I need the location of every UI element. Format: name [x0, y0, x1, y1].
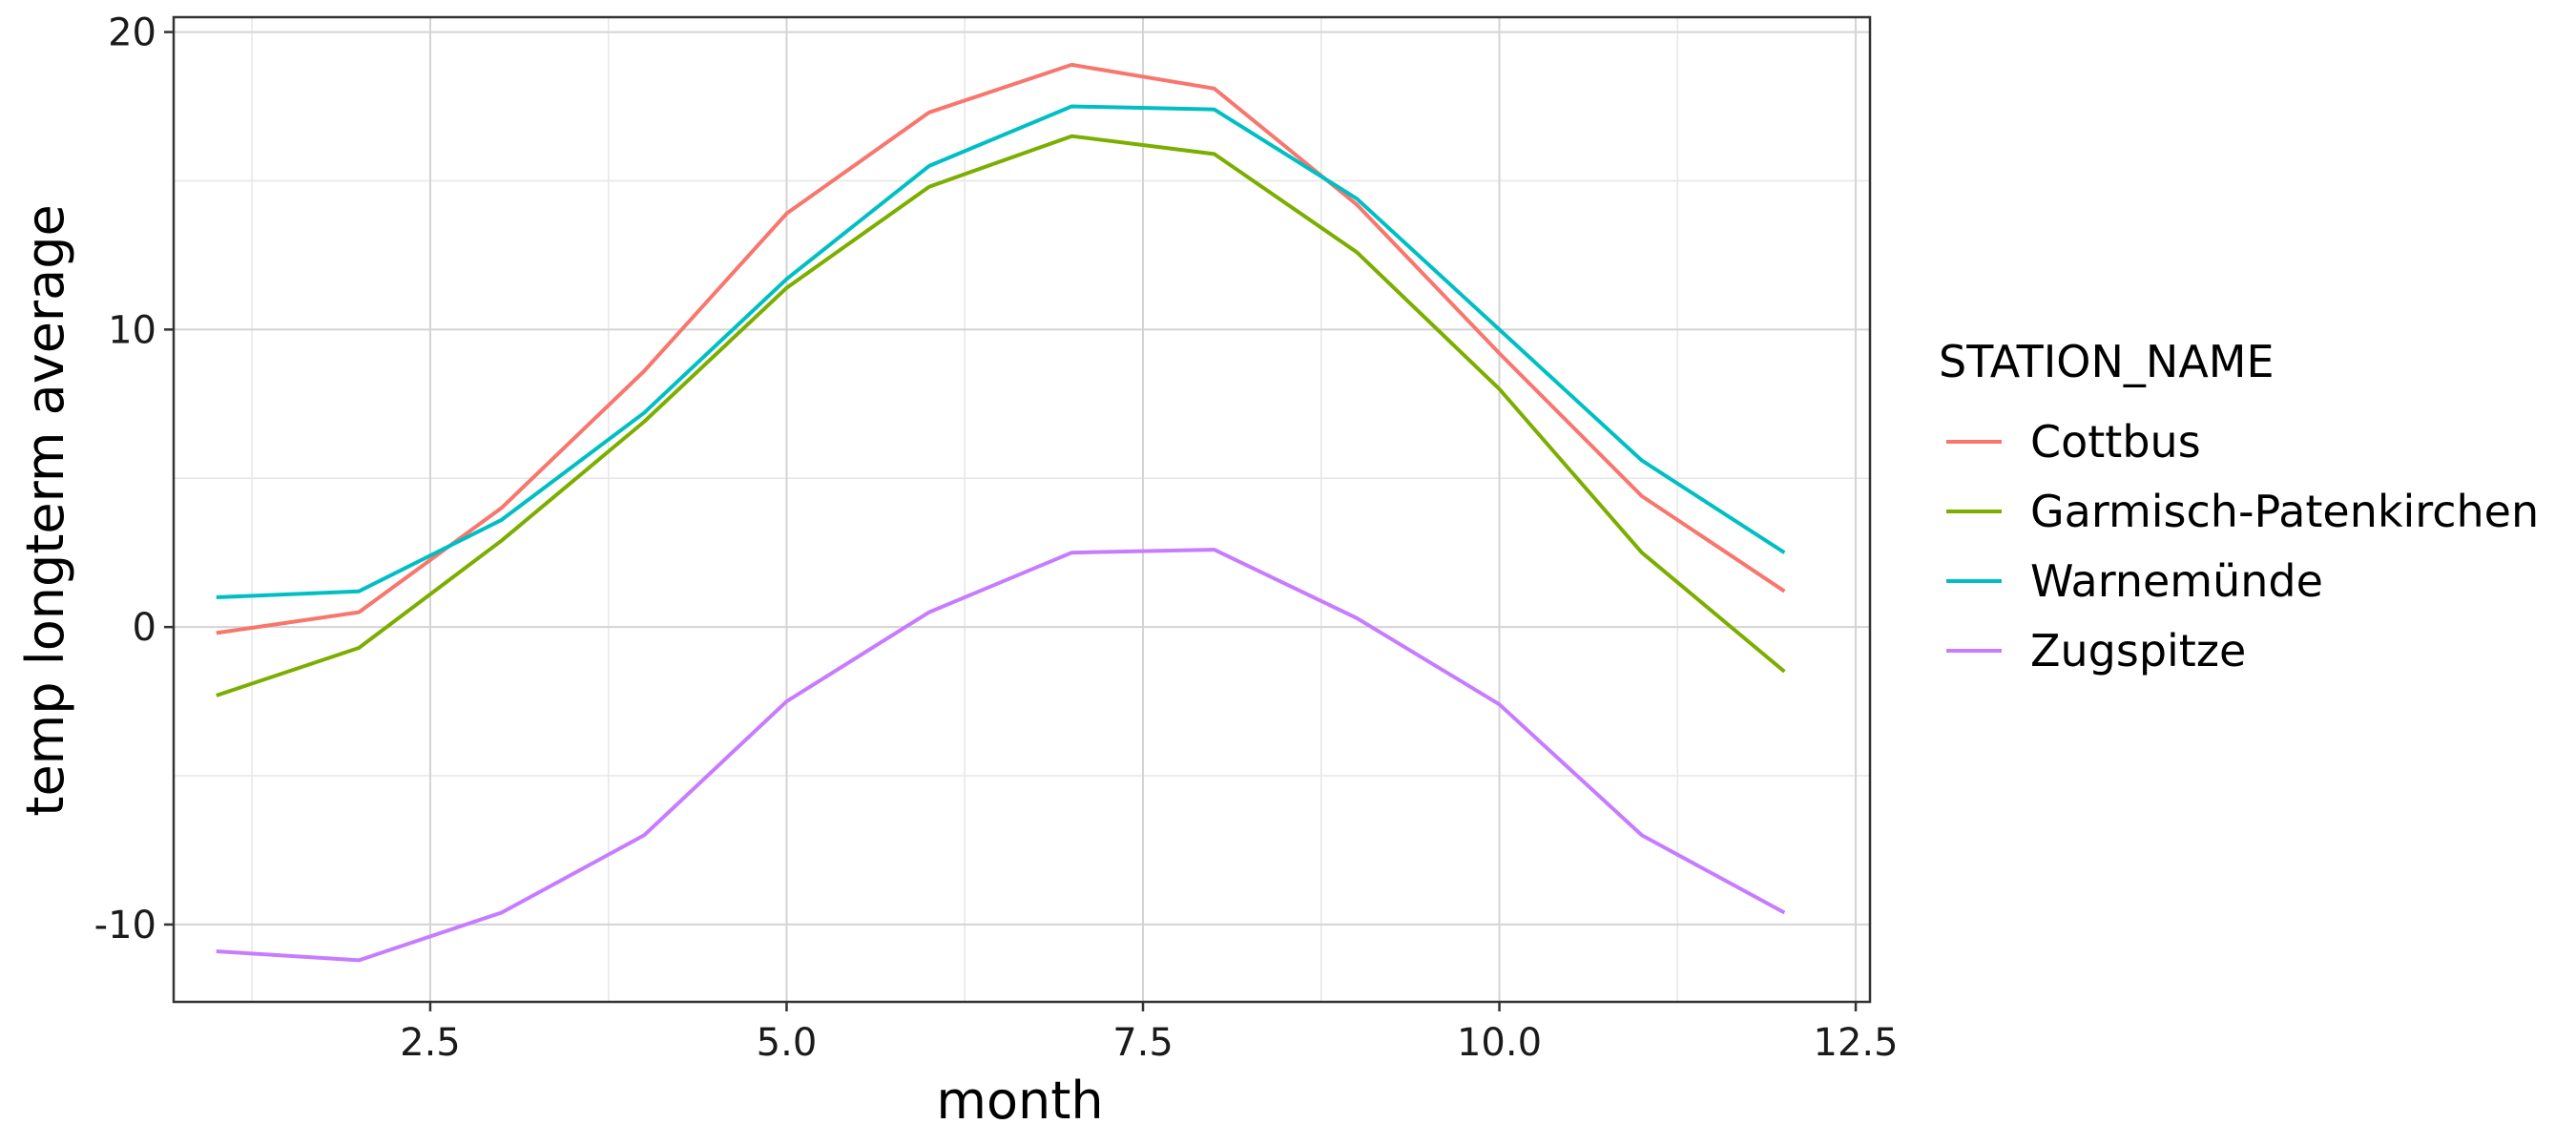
- x-tick-label: 5.0: [757, 1021, 818, 1065]
- legend-label-warnem-nde: Warnemünde: [2030, 555, 2323, 607]
- legend-item-zugspitze: Zugspitze: [1946, 625, 2246, 677]
- legend-items: Cottbus Garmisch-Patenkirchen Warnemünde Zu…: [1946, 416, 2539, 677]
- series-line-garmisch-patenkirchen: [216, 134, 1786, 697]
- legend-label-garmisch-patenkirchen: Garmisch-Patenkirchen: [2030, 486, 2539, 537]
- series-line-zugspitze: [216, 548, 1786, 963]
- panel-border: [172, 15, 1872, 1004]
- x-tick-label: 7.5: [1112, 1021, 1174, 1065]
- y-tick-label: 0: [133, 606, 156, 650]
- legend: STATION_NAME Cottbus Garmisch-Patenkirche…: [1939, 336, 2539, 677]
- plot-panel: [174, 17, 1870, 1002]
- axes: 2.5 5.0 7.5 10.0 12.5 -10 0 10 20: [94, 11, 1899, 1065]
- series-line-warnem-nde: [216, 104, 1786, 599]
- y-tick-label: -10: [94, 904, 156, 947]
- x-tick-label: 12.5: [1814, 1021, 1899, 1065]
- series-lines: [216, 62, 1786, 963]
- legend-title: STATION_NAME: [1939, 336, 2275, 387]
- legend-label-zugspitze: Zugspitze: [2030, 625, 2246, 677]
- y-tick-label: 20: [108, 11, 156, 55]
- series-line-cottbus: [216, 62, 1786, 635]
- legend-label-cottbus: Cottbus: [2030, 416, 2201, 468]
- x-axis-title: month: [936, 1071, 1103, 1131]
- panel-background: [174, 17, 1870, 1002]
- legend-item-garmisch-patenkirchen: Garmisch-Patenkirchen: [1946, 486, 2539, 537]
- x-tick-label: 2.5: [400, 1021, 461, 1065]
- legend-item-cottbus: Cottbus: [1946, 416, 2201, 468]
- legend-item-warnem-nde: Warnemünde: [1946, 555, 2323, 607]
- y-axis-title: temp longterm average: [15, 204, 75, 816]
- x-tick-label: 10.0: [1457, 1021, 1542, 1065]
- y-tick-label: 10: [108, 308, 156, 352]
